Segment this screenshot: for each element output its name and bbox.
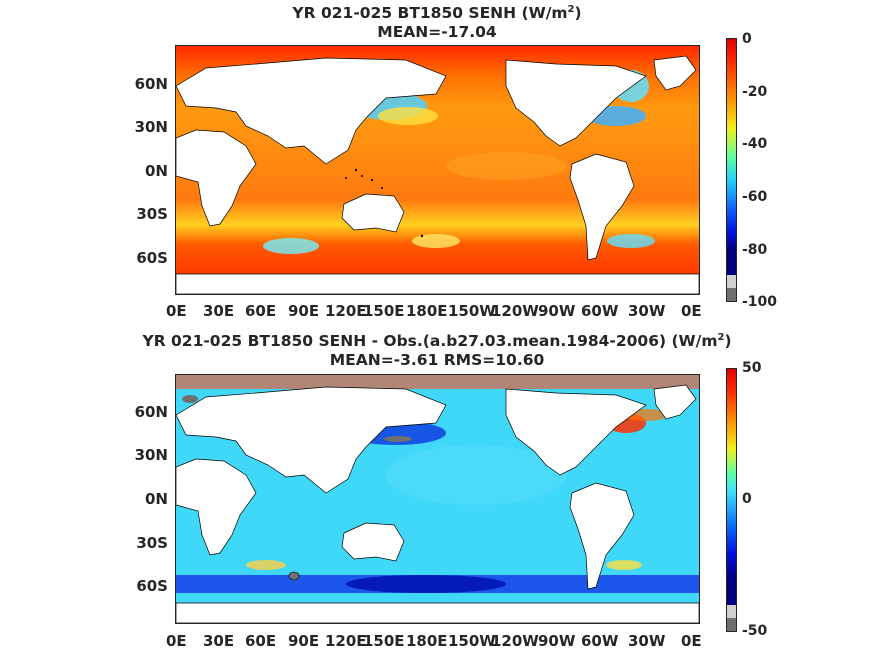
- bottom-lat-30s: 30S: [136, 534, 168, 552]
- top-cbar-label: -60: [742, 189, 768, 205]
- bottom-colorbar: [726, 368, 737, 632]
- top-cbar-label: -100: [742, 294, 778, 310]
- bottom-lon-label: 90E: [288, 632, 320, 650]
- top-lon-label: 0E: [681, 302, 702, 320]
- top-lon-label: 120W: [491, 302, 539, 320]
- top-lat-30s: 30S: [136, 205, 168, 223]
- bottom-lon-label: 90W: [538, 632, 576, 650]
- bottom-cbar-label: 0: [742, 491, 752, 507]
- bottom-lon-label: 120W: [491, 632, 539, 650]
- bottom-lon-label: 30W: [628, 632, 666, 650]
- bottom-lon-label: 150E: [363, 632, 405, 650]
- top-cbar-label: -20: [742, 84, 768, 100]
- bottom-cbar-label: 50: [742, 360, 762, 376]
- top-lon-label: 180E: [406, 302, 448, 320]
- bottom-title-line2: MEAN=-3.61 RMS=10.60: [329, 351, 545, 369]
- top-lon-label: 60E: [245, 302, 277, 320]
- bottom-cbar-label: -50: [742, 623, 768, 639]
- bottom-lon-label: 150W: [448, 632, 496, 650]
- bottom-lon-label: 180E: [406, 632, 448, 650]
- bottom-lon-label: 120E: [325, 632, 367, 650]
- top-title-line2: MEAN=-17.04: [377, 23, 497, 41]
- top-lon-label: 90E: [288, 302, 320, 320]
- top-lat-0n: 0N: [145, 162, 168, 180]
- bottom-lon-label: 60E: [245, 632, 277, 650]
- bottom-lon-label: 0E: [681, 632, 702, 650]
- top-lon-label: 90W: [538, 302, 576, 320]
- bottom-lat-60n: 60N: [134, 403, 168, 421]
- top-colorbar: [726, 38, 737, 302]
- bottom-map: [175, 374, 700, 624]
- bottom-lat-0n: 0N: [145, 490, 168, 508]
- top-lat-60s: 60S: [136, 249, 168, 267]
- top-lon-label: 0E: [166, 302, 187, 320]
- top-lon-label: 150W: [448, 302, 496, 320]
- bottom-title-line1: YR 021-025 BT1850 SENH - Obs.(a.b27.03.m…: [142, 332, 732, 351]
- top-cbar-label: -40: [742, 136, 768, 152]
- bottom-lon-label: 30E: [203, 632, 235, 650]
- top-map: [175, 45, 700, 295]
- top-cbar-label: 0: [742, 31, 752, 47]
- top-lat-60n: 60N: [134, 75, 168, 93]
- bottom-lon-label: 60W: [581, 632, 619, 650]
- top-lon-label: 30W: [628, 302, 666, 320]
- top-lon-label: 60W: [581, 302, 619, 320]
- bottom-lat-60s: 60S: [136, 577, 168, 595]
- top-lon-label: 150E: [363, 302, 405, 320]
- top-lat-30n: 30N: [134, 118, 168, 136]
- top-lon-label: 30E: [203, 302, 235, 320]
- bottom-lat-30n: 30N: [134, 446, 168, 464]
- top-cbar-label: -80: [742, 242, 768, 258]
- top-lon-label: 120E: [325, 302, 367, 320]
- top-title-line1: YR 021-025 BT1850 SENH (W/m2): [292, 4, 582, 23]
- bottom-lon-label: 0E: [166, 632, 187, 650]
